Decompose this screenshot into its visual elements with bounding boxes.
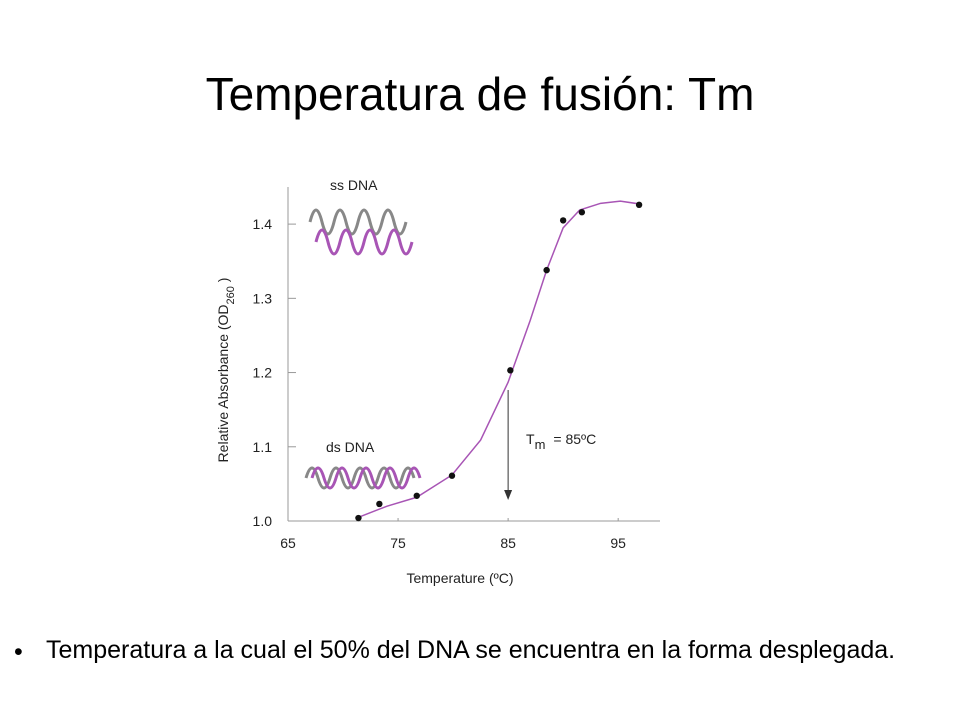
data-point: [448, 472, 456, 479]
data-point: [413, 492, 420, 499]
y-axis-title-sub: 260: [225, 286, 237, 304]
tm-text: = 85ºC: [553, 431, 596, 447]
data-point: [507, 367, 514, 374]
bullet-text: Temperatura a la cual el 50% del DNA se …: [46, 636, 896, 664]
x-tick-label: 75: [390, 535, 406, 551]
axes: Temperature (ºC) Relative Absorbance (OD…: [215, 177, 660, 586]
y-tick-label: 1.2: [253, 365, 273, 381]
ds-helix: [304, 466, 422, 490]
data-point: [635, 201, 643, 209]
x-axis-title: Temperature (ºC): [406, 570, 513, 586]
data-point: [543, 266, 550, 274]
data-point: [559, 217, 567, 224]
ss-label: ss DNA: [330, 177, 378, 193]
ds-label: ds DNA: [326, 439, 375, 455]
tm-sub: m: [535, 437, 546, 452]
data-point: [376, 500, 383, 508]
x-tick-label: 95: [610, 535, 626, 551]
y-tick-label: 1.4: [253, 216, 273, 232]
data-point: [355, 514, 362, 522]
x-tick-label: 65: [280, 535, 296, 551]
y-axis-title-text: Relative Absorbance (OD: [215, 304, 231, 462]
y-tick-label: 1.0: [253, 513, 273, 529]
y-axis-title: Relative Absorbance (OD260 ): [215, 278, 237, 463]
x-tick-label: 85: [500, 535, 516, 551]
y-axis-title-close: ): [215, 278, 231, 287]
tm-label: Tm = 85ºC: [526, 431, 596, 452]
ss-helix: [308, 208, 414, 256]
tm-arrowhead: [504, 490, 513, 500]
tm-symbol: T: [526, 431, 535, 447]
y-tick-label: 1.1: [253, 439, 273, 455]
y-tick-label: 1.3: [253, 290, 273, 306]
bullet-dot: •: [14, 638, 23, 666]
data-point: [578, 209, 586, 216]
slide-title: Temperatura de fusión: Tm: [206, 68, 755, 120]
